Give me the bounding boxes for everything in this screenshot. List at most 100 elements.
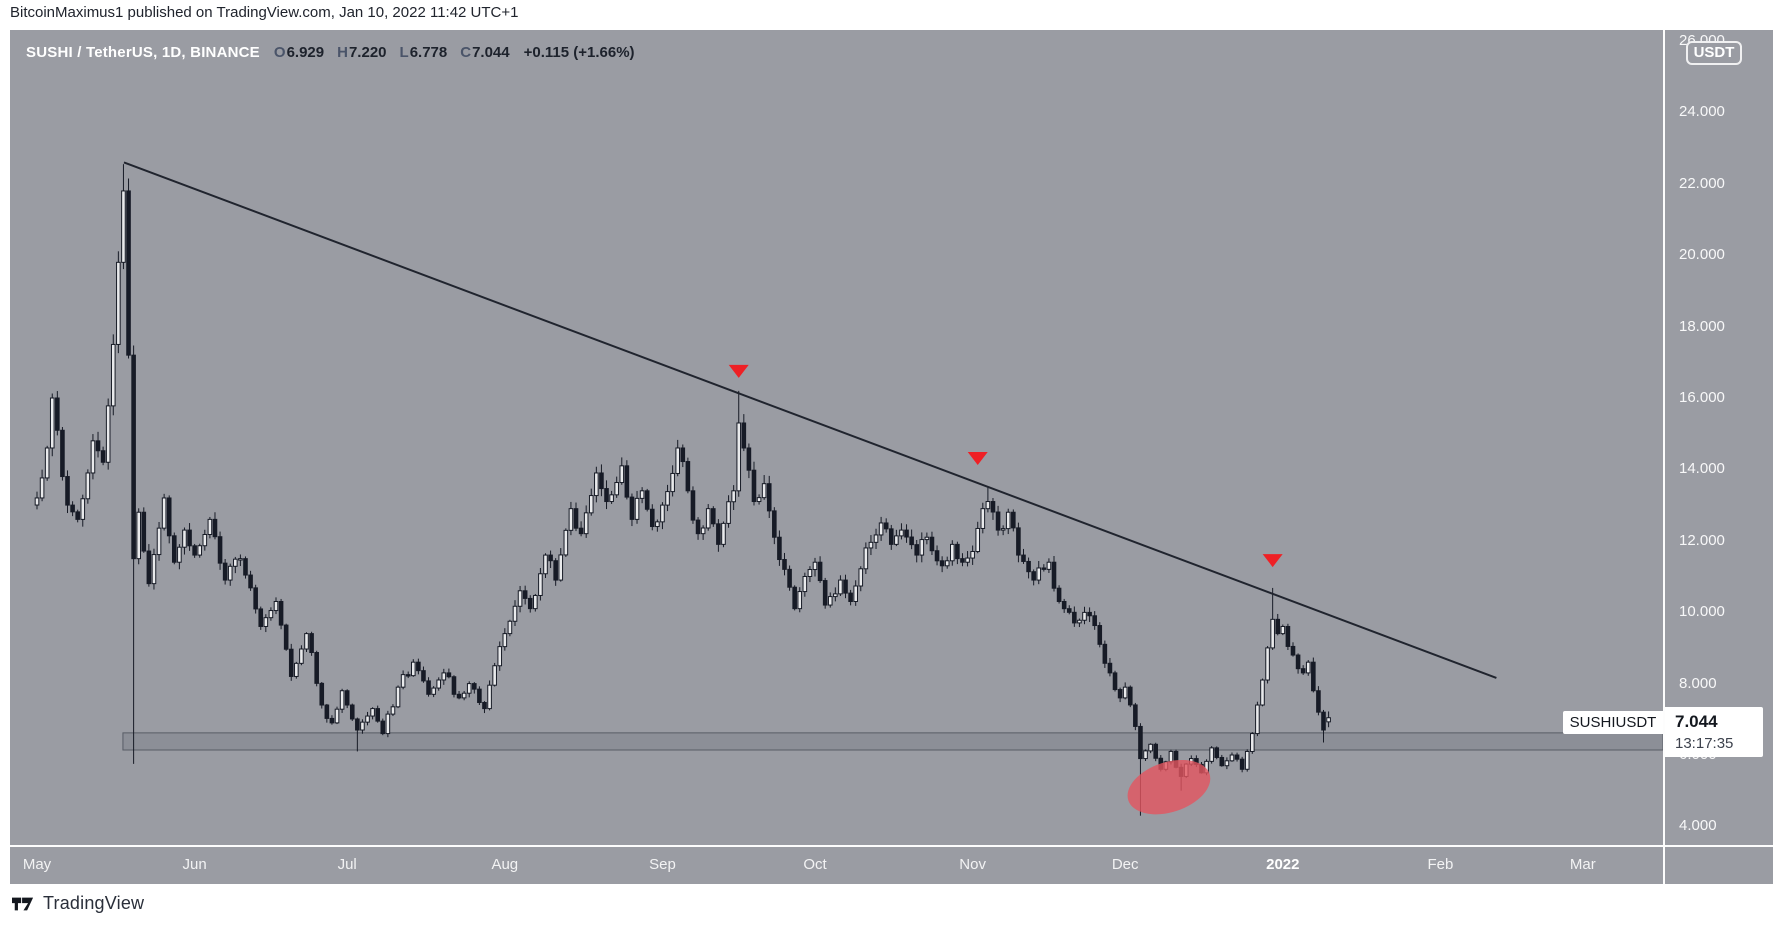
candle bbox=[934, 545, 940, 566]
candle bbox=[772, 507, 777, 545]
candle bbox=[619, 457, 625, 485]
candle bbox=[192, 543, 197, 558]
candle bbox=[299, 645, 304, 666]
candle bbox=[1224, 757, 1230, 770]
candle bbox=[848, 589, 853, 606]
candle bbox=[1112, 670, 1118, 692]
candle bbox=[1255, 701, 1260, 737]
candle bbox=[141, 507, 147, 553]
candle bbox=[1275, 613, 1281, 636]
candle bbox=[1046, 558, 1052, 573]
tradingview-logo-link[interactable]: TradingView bbox=[12, 893, 144, 914]
candle bbox=[533, 593, 538, 612]
candle bbox=[965, 551, 970, 567]
candle bbox=[105, 398, 111, 470]
candle bbox=[827, 592, 833, 608]
candle bbox=[156, 522, 162, 561]
candle bbox=[365, 711, 370, 726]
candle bbox=[675, 439, 681, 477]
candle bbox=[212, 512, 218, 540]
candle bbox=[385, 710, 391, 738]
open-value: O 6.929 bbox=[273, 44, 325, 61]
candle bbox=[970, 545, 975, 565]
candle bbox=[1209, 746, 1214, 764]
candle bbox=[1239, 756, 1245, 773]
time-axis-month-label: Feb bbox=[1427, 856, 1454, 873]
candle bbox=[802, 572, 808, 597]
candle bbox=[1005, 508, 1011, 535]
candle bbox=[1127, 685, 1133, 708]
candle bbox=[375, 705, 380, 723]
candle bbox=[207, 516, 213, 539]
candle bbox=[1036, 560, 1042, 585]
candle bbox=[553, 558, 558, 586]
support-zone-drawing[interactable] bbox=[122, 732, 1663, 751]
candle bbox=[314, 650, 319, 687]
candle bbox=[1082, 606, 1087, 625]
candle bbox=[507, 619, 513, 637]
candle bbox=[1092, 611, 1097, 630]
candle bbox=[1143, 749, 1148, 762]
candle bbox=[838, 575, 843, 597]
candle bbox=[329, 715, 335, 725]
price-axis-separator bbox=[1663, 30, 1665, 884]
candlestick-chart-canvas[interactable] bbox=[10, 30, 1663, 845]
candle bbox=[629, 493, 635, 527]
candle bbox=[1260, 678, 1265, 707]
candle bbox=[334, 706, 340, 725]
candle bbox=[248, 570, 253, 591]
candle bbox=[746, 443, 752, 479]
candle bbox=[950, 540, 955, 566]
high-value: H 7.220 bbox=[337, 44, 387, 61]
trendline-drawing[interactable] bbox=[123, 161, 1497, 679]
candle bbox=[899, 523, 904, 540]
candle bbox=[492, 662, 497, 687]
candle bbox=[116, 251, 121, 354]
candle bbox=[634, 490, 640, 524]
time-axis-month-label: May bbox=[22, 856, 52, 873]
candle bbox=[1321, 709, 1326, 743]
candle bbox=[1153, 742, 1159, 762]
candle bbox=[644, 488, 650, 512]
candle bbox=[324, 703, 330, 723]
time-axis-month-label: Jul bbox=[337, 856, 357, 873]
candle bbox=[95, 431, 101, 458]
candle bbox=[273, 597, 279, 615]
time-axis-month-label: Aug bbox=[491, 856, 519, 873]
candle bbox=[436, 677, 442, 691]
candle bbox=[390, 704, 396, 717]
candle bbox=[1107, 657, 1113, 677]
candle bbox=[548, 550, 553, 569]
candle bbox=[711, 506, 716, 527]
candle bbox=[1229, 752, 1235, 762]
candle bbox=[1285, 623, 1291, 651]
candle bbox=[1234, 752, 1240, 762]
candle bbox=[446, 668, 452, 679]
currency-unit-badge[interactable]: USDT bbox=[1686, 41, 1742, 65]
sell-signal-marker[interactable] bbox=[728, 364, 749, 378]
time-axis[interactable]: May Jun Jul Aug Sep Oct Nov Dec 2022 Feb Mar bbox=[10, 847, 1773, 884]
candle bbox=[65, 470, 70, 514]
candle bbox=[1097, 622, 1103, 648]
candle bbox=[812, 557, 818, 577]
candle bbox=[39, 469, 45, 502]
time-axis-month-label: Mar bbox=[1569, 856, 1596, 873]
candle bbox=[1270, 587, 1275, 650]
symbol-title: SUSHI / TetherUS, 1D, BINANCE bbox=[26, 44, 260, 61]
candle bbox=[756, 494, 762, 505]
candle bbox=[166, 495, 172, 544]
candle bbox=[441, 668, 447, 685]
candle bbox=[55, 391, 60, 436]
candle bbox=[583, 505, 589, 538]
low-value: L 6.778 bbox=[399, 44, 448, 61]
candle bbox=[202, 529, 208, 551]
highlight-ellipse-drawing[interactable] bbox=[1121, 750, 1218, 824]
candle bbox=[1244, 749, 1250, 772]
candle bbox=[563, 528, 569, 557]
sell-signal-marker[interactable] bbox=[1262, 554, 1283, 568]
sell-signal-marker[interactable] bbox=[967, 451, 988, 465]
candle bbox=[487, 680, 492, 711]
time-axis-month-label: Jun bbox=[182, 856, 207, 873]
candle bbox=[1000, 525, 1006, 536]
last-price-value: 7.044 bbox=[1675, 712, 1718, 731]
